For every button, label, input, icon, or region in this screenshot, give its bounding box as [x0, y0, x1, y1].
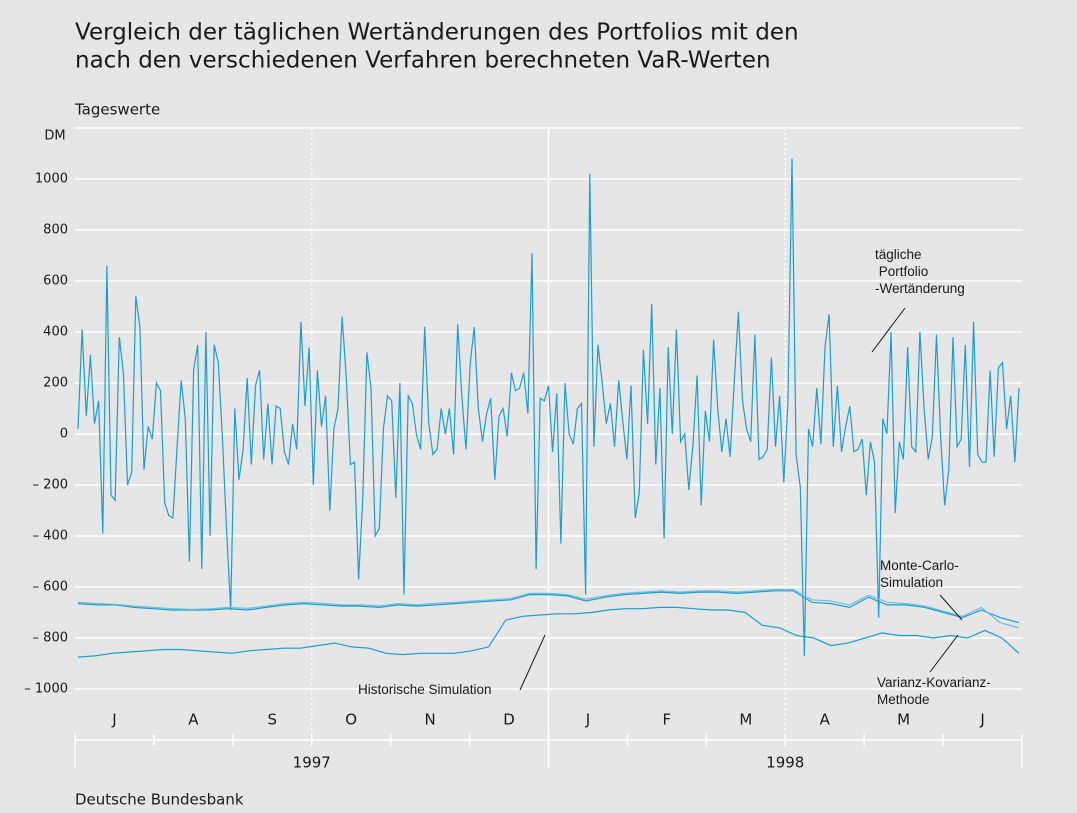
source: Deutsche Bundesbank [75, 791, 244, 809]
y-tick-label: 200 [43, 376, 68, 391]
x-tick-label: J [111, 711, 116, 729]
line [77, 158, 1020, 656]
y-tick-label: – 200 [33, 478, 68, 493]
x-tick-label: A [188, 711, 199, 729]
x-tick-label: M [897, 711, 910, 729]
y-tick-label: – 1000 [24, 682, 68, 697]
leader-line [519, 634, 546, 691]
x-tick-label: J [979, 711, 984, 729]
y-tick-label: 0 [60, 427, 68, 442]
line [77, 588, 1020, 629]
x-tick-label: F [663, 711, 672, 729]
line [77, 590, 1020, 624]
x-tick-label: D [503, 711, 515, 729]
y-unit: DM [44, 129, 65, 144]
line [77, 606, 1020, 658]
y-tick-label: – 400 [33, 529, 68, 544]
year-label: 1997 [293, 754, 331, 772]
leader-line [871, 307, 906, 353]
y-tick-label: 400 [43, 325, 68, 340]
legend-label: tägliche Portfolio -Wertänderung [875, 247, 965, 296]
y-tick-label: – 600 [33, 580, 68, 595]
leader-line [929, 634, 959, 673]
x-tick-label: S [268, 711, 278, 729]
x-tick-label: J [585, 711, 590, 729]
y-tick-label: – 800 [33, 631, 68, 646]
y-tick-label: 1000 [35, 172, 68, 187]
y-tick-label: 800 [43, 223, 68, 238]
chart-title: Vergleich der täglichen Wertänderungen d… [75, 20, 799, 46]
chart-title: nach den verschiedenen Verfahren berechn… [75, 48, 771, 74]
x-tick-label: O [345, 711, 357, 729]
y-tick-label: 600 [43, 274, 68, 289]
subtitle: Tageswerte [74, 101, 160, 119]
legend-label: Monte-Carlo-Simulation [880, 558, 959, 590]
x-tick-label: M [739, 711, 752, 729]
leader-line [939, 594, 963, 621]
legend-label: Varianz-Kovarianz-Methode [877, 675, 991, 707]
x-tick-label: A [820, 711, 831, 729]
year-label: 1998 [766, 754, 804, 772]
legend-label: Historische Simulation [358, 682, 492, 697]
x-tick-label: N [425, 711, 436, 729]
